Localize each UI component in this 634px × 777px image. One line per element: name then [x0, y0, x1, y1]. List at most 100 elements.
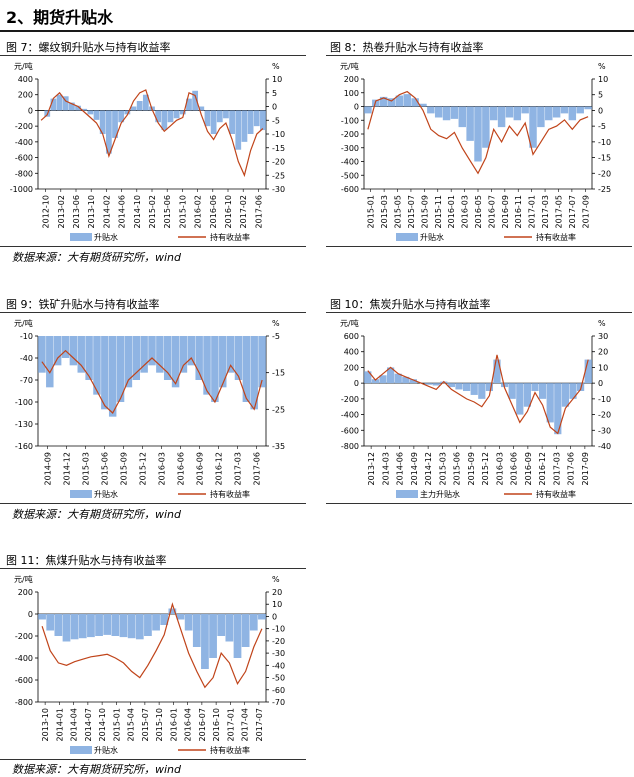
x-tick-label: 2017-05	[554, 195, 563, 228]
bar-mark	[173, 110, 180, 119]
legend-label: 升贴水	[94, 232, 118, 242]
x-tick-label: 2015-03	[82, 452, 91, 485]
figure-title-rule	[0, 568, 306, 569]
x-tick-label: 2014-02	[102, 195, 111, 228]
right-tick-label: 0	[598, 379, 603, 388]
bar-mark	[458, 106, 467, 128]
x-tick-label: 2016-06	[177, 452, 186, 485]
bar-mark	[132, 336, 141, 380]
bar-mark	[46, 336, 54, 388]
bar-mark	[124, 336, 133, 388]
x-tick-label: 2016-10	[224, 195, 233, 228]
left-tick-label: -200	[15, 632, 33, 641]
bar-mark	[474, 106, 482, 162]
bar-mark	[85, 336, 93, 380]
x-tick-label: 2016-04	[184, 708, 193, 741]
bar-mark	[176, 614, 185, 620]
x-tick-label: 2014-01	[55, 708, 64, 741]
chart-fig8: 元/吨 % 200 100 0 -100 -200 -300 -400 -500 -600 10 5 0 -…	[340, 61, 611, 242]
left-tick-label: -600	[15, 676, 33, 685]
legend-bar-swatch	[70, 233, 92, 241]
bar-mark	[241, 110, 248, 142]
right-tick-label: -70	[272, 698, 285, 707]
x-tick-label: 2016-12	[538, 452, 547, 485]
chart-fig11: 元/吨 % 200 0 -200 -400 -600 -800 20 10 0 -10 -20 -30 -4…	[14, 574, 285, 755]
bar-mark	[513, 106, 522, 121]
x-tick-label: 2016-09	[196, 452, 205, 485]
legend-label: 持有收益率	[536, 232, 576, 242]
source-note: 数据来源：大有期货研究所，wind	[12, 251, 182, 264]
bar-mark	[112, 110, 118, 138]
bar-mark	[148, 336, 156, 366]
bar-mark	[203, 336, 211, 395]
bar-mark	[75, 105, 81, 111]
bar-mark	[576, 106, 584, 114]
right-tick-label: -10	[272, 625, 285, 634]
figure-title: 图 8：热卷升贴水与持有收益率	[330, 41, 484, 54]
left-tick-label: 0	[28, 610, 33, 619]
x-tick-label: 2015-05	[394, 195, 403, 228]
x-tick-label: 2015-12	[481, 452, 490, 485]
left-tick-label: 200	[344, 75, 359, 84]
x-tick-label: 2017-06	[254, 195, 263, 228]
x-tick-label: 2016-01	[447, 195, 456, 228]
right-tick-label: 10	[598, 363, 608, 372]
right-tick-label: 20	[598, 348, 608, 357]
bar-mark	[235, 110, 242, 150]
x-tick-label: 2016-09	[524, 452, 533, 485]
bar-mark	[508, 383, 516, 399]
bar-mark	[144, 614, 152, 636]
x-tick-label: 2016-03	[158, 452, 167, 485]
right-tick-label: -25	[272, 171, 285, 180]
right-tick-label: 10	[272, 75, 282, 84]
section-divider	[0, 30, 634, 32]
bar-mark	[168, 608, 177, 614]
bar-mark	[241, 614, 250, 647]
bar-mark	[70, 614, 79, 640]
right-axis-unit: %	[598, 62, 606, 71]
bar-mark	[216, 110, 223, 123]
x-tick-label: 2017-09	[581, 195, 590, 228]
right-tick-label: -10	[598, 395, 611, 404]
left-tick-label: -40	[20, 354, 33, 363]
figure-title: 图 7：螺纹钢升贴水与持有收益率	[6, 41, 171, 54]
right-tick-label: -25	[272, 405, 285, 414]
x-tick-label: 2016-03	[461, 195, 470, 228]
bar-mark	[101, 336, 109, 410]
bar-mark	[204, 110, 211, 127]
line-series	[367, 354, 589, 435]
right-tick-label: 0	[598, 106, 603, 115]
bar-mark	[501, 383, 509, 388]
bar-mark	[225, 614, 234, 642]
bar-mark	[184, 614, 193, 631]
left-tick-label: 200	[18, 91, 33, 100]
bar-mark	[156, 336, 164, 373]
x-tick-label: 2015-10	[178, 195, 187, 228]
bar-mark	[211, 336, 219, 402]
right-tick-label: -10	[598, 138, 611, 147]
left-tick-label: 200	[18, 588, 33, 597]
legend-label: 主力升贴水	[420, 489, 460, 499]
left-tick-label: -70	[20, 376, 33, 385]
bar-mark	[105, 110, 112, 154]
legend-bar-swatch	[70, 746, 92, 754]
bar-mark	[531, 383, 539, 391]
right-tick-label: -15	[598, 154, 611, 163]
x-tick-label: 2016-11	[514, 195, 523, 228]
bar-mark	[56, 94, 63, 111]
left-tick-label: -100	[341, 116, 359, 125]
bar-mark	[432, 383, 440, 386]
bar-mark	[434, 106, 443, 118]
bar-mark	[419, 103, 427, 107]
chart-fig10: 元/吨 % 600 400 200 0 -200 -400 -600 -800 30 20 10 0 -10…	[340, 318, 611, 499]
bar-mark	[171, 336, 180, 388]
bar-mark	[95, 614, 103, 636]
right-tick-label: -20	[272, 158, 285, 167]
bar-mark	[130, 106, 137, 111]
x-tick-label: 2016-03	[495, 452, 504, 485]
bar-mark	[466, 106, 474, 141]
bar-mark	[61, 336, 70, 358]
bar-mark	[364, 106, 372, 114]
bar-mark	[38, 614, 46, 620]
bar-mark	[427, 106, 435, 114]
